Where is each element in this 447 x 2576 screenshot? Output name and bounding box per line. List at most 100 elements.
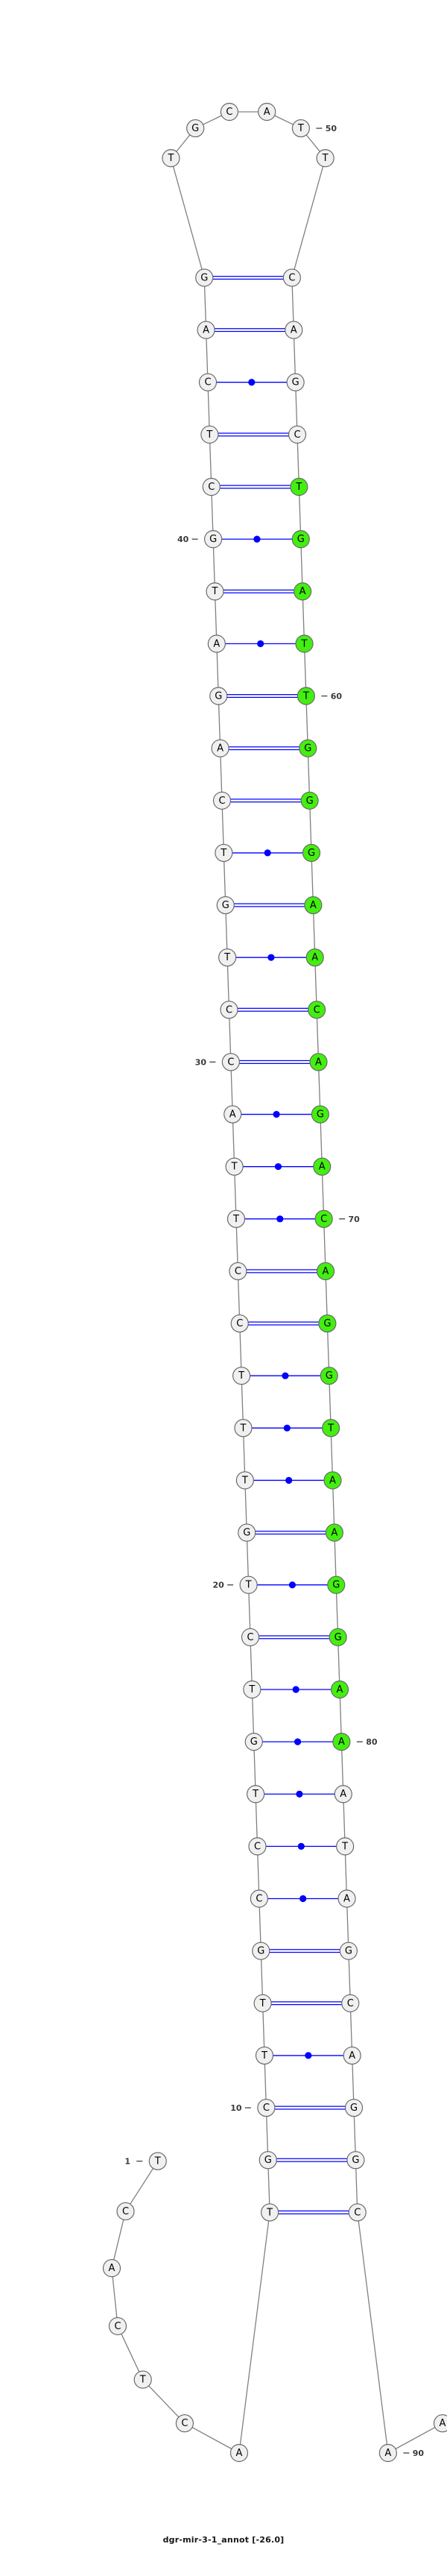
- nucleotide-circle[interactable]: [197, 321, 215, 339]
- nucleotide-circle[interactable]: [378, 2443, 397, 2463]
- nucleotide-circle[interactable]: [259, 2151, 277, 2170]
- nucleotide-circle[interactable]: [316, 1262, 335, 1281]
- nucleotide-65-A[interactable]: A: [305, 948, 324, 967]
- nucleotide-9-G[interactable]: G: [259, 2151, 277, 2170]
- nucleotide-50-T[interactable]: T: [291, 119, 310, 138]
- nucleotide-circle[interactable]: [330, 1680, 349, 1699]
- nucleotide-68-G[interactable]: G: [311, 1105, 329, 1124]
- nucleotide-57-G[interactable]: G: [291, 530, 310, 549]
- nucleotide-72-G[interactable]: G: [318, 1314, 337, 1333]
- nucleotide-circle[interactable]: [258, 102, 276, 122]
- nucleotide-86-A[interactable]: A: [343, 2046, 361, 2065]
- nucleotide-23-T[interactable]: T: [234, 1419, 253, 1437]
- nucleotide-circle[interactable]: [198, 373, 218, 391]
- nucleotide-circle[interactable]: [175, 2414, 194, 2433]
- nucleotide-71-A[interactable]: A: [316, 1262, 335, 1281]
- nucleotide-55-C[interactable]: C: [288, 425, 307, 444]
- nucleotide-circle[interactable]: [162, 149, 180, 168]
- nucleotide-circle[interactable]: [311, 1105, 329, 1124]
- nucleotide-63-G[interactable]: G: [302, 843, 321, 862]
- nucleotide-3-A[interactable]: A: [102, 2259, 121, 2278]
- nucleotide-circle[interactable]: [257, 2098, 276, 2117]
- nucleotide-circle[interactable]: [202, 477, 221, 497]
- nucleotide-8-T[interactable]: T: [261, 2203, 279, 2222]
- nucleotide-34-T[interactable]: T: [215, 843, 233, 862]
- nucleotide-circle[interactable]: [200, 425, 219, 444]
- nucleotide-circle[interactable]: [291, 530, 310, 549]
- nucleotide-80-A[interactable]: A: [332, 1733, 351, 1751]
- nucleotide-66-C[interactable]: C: [308, 1001, 326, 1019]
- nucleotide-56-T[interactable]: T: [290, 477, 308, 497]
- nucleotide-12-T[interactable]: T: [253, 1994, 272, 2012]
- nucleotide-36-A[interactable]: A: [211, 739, 229, 758]
- nucleotide-circle[interactable]: [232, 1367, 251, 1385]
- nucleotide-circle[interactable]: [225, 1157, 244, 1176]
- nucleotide-circle[interactable]: [299, 739, 317, 758]
- nucleotide-62-G[interactable]: G: [300, 791, 319, 810]
- nucleotide-78-G[interactable]: G: [329, 1628, 347, 1646]
- nucleotide-circle[interactable]: [329, 1628, 347, 1646]
- nucleotide-31-C[interactable]: C: [220, 1001, 238, 1019]
- nucleotide-37-G[interactable]: G: [209, 687, 228, 705]
- nucleotide-circle[interactable]: [247, 1785, 265, 1804]
- nucleotide-circle[interactable]: [336, 1837, 355, 1856]
- nucleotide-circle[interactable]: [252, 1942, 270, 1960]
- nucleotide-circle[interactable]: [322, 1419, 340, 1437]
- nucleotide-circle[interactable]: [218, 948, 237, 967]
- nucleotide-circle[interactable]: [334, 1785, 352, 1804]
- nucleotide-22-T[interactable]: T: [235, 1471, 254, 1490]
- nucleotide-90-A[interactable]: A: [378, 2443, 397, 2463]
- nucleotide-circle[interactable]: [102, 2259, 121, 2278]
- nucleotide-25-C[interactable]: C: [230, 1314, 249, 1333]
- nucleotide-circle[interactable]: [433, 2414, 447, 2433]
- nucleotide-19-C[interactable]: C: [241, 1628, 260, 1646]
- nucleotide-circle[interactable]: [300, 791, 319, 810]
- nucleotide-circle[interactable]: [337, 1889, 356, 1908]
- nucleotide-circle[interactable]: [261, 2203, 279, 2222]
- nucleotide-51-T[interactable]: T: [316, 149, 335, 168]
- nucleotide-circle[interactable]: [241, 1628, 260, 1646]
- nucleotide-circle[interactable]: [244, 1733, 263, 1751]
- nucleotide-38-A[interactable]: A: [207, 634, 226, 653]
- nucleotide-67-A[interactable]: A: [309, 1053, 328, 1071]
- nucleotide-circle[interactable]: [325, 1523, 343, 1542]
- nucleotide-circle[interactable]: [230, 1314, 249, 1333]
- nucleotide-21-G[interactable]: G: [238, 1523, 256, 1542]
- nucleotide-circle[interactable]: [343, 2046, 361, 2065]
- nucleotide-11-T[interactable]: T: [255, 2046, 274, 2065]
- nucleotide-91-A[interactable]: A: [433, 2414, 447, 2433]
- nucleotide-circle[interactable]: [282, 268, 301, 287]
- nucleotide-49-A[interactable]: A: [258, 102, 276, 122]
- nucleotide-83-A[interactable]: A: [337, 1889, 356, 1908]
- nucleotide-circle[interactable]: [212, 791, 232, 810]
- nucleotide-30-C[interactable]: C: [221, 1053, 240, 1071]
- nucleotide-13-G[interactable]: G: [252, 1942, 270, 1960]
- nucleotide-circle[interactable]: [318, 1314, 337, 1333]
- nucleotide-circle[interactable]: [216, 895, 235, 915]
- nucleotide-77-G[interactable]: G: [327, 1575, 346, 1594]
- nucleotide-20-T[interactable]: T: [239, 1575, 258, 1594]
- nucleotide-circle[interactable]: [346, 2151, 365, 2170]
- nucleotide-81-A[interactable]: A: [334, 1785, 352, 1804]
- nucleotide-circle[interactable]: [239, 1575, 258, 1594]
- nucleotide-7-A[interactable]: A: [229, 2443, 249, 2463]
- nucleotide-circle[interactable]: [305, 948, 324, 967]
- nucleotide-circle[interactable]: [204, 530, 223, 549]
- nucleotide-47-G[interactable]: G: [186, 119, 205, 138]
- nucleotide-circle[interactable]: [339, 1942, 358, 1960]
- nucleotide-circle[interactable]: [207, 634, 226, 653]
- nucleotide-41-C[interactable]: C: [202, 477, 221, 497]
- nucleotide-39-T[interactable]: T: [206, 582, 224, 601]
- nucleotide-circle[interactable]: [288, 425, 307, 444]
- nucleotide-circle[interactable]: [314, 1209, 333, 1228]
- nucleotide-circle[interactable]: [320, 1367, 338, 1385]
- nucleotide-35-C[interactable]: C: [212, 791, 232, 810]
- nucleotide-58-A[interactable]: A: [294, 582, 312, 601]
- nucleotide-circle[interactable]: [255, 2046, 274, 2065]
- nucleotide-circle[interactable]: [224, 1105, 242, 1124]
- nucleotide-74-T[interactable]: T: [322, 1419, 340, 1437]
- nucleotide-circle[interactable]: [229, 1262, 247, 1281]
- nucleotide-42-T[interactable]: T: [200, 425, 219, 444]
- nucleotide-59-T[interactable]: T: [295, 634, 314, 653]
- nucleotide-73-G[interactable]: G: [320, 1367, 338, 1385]
